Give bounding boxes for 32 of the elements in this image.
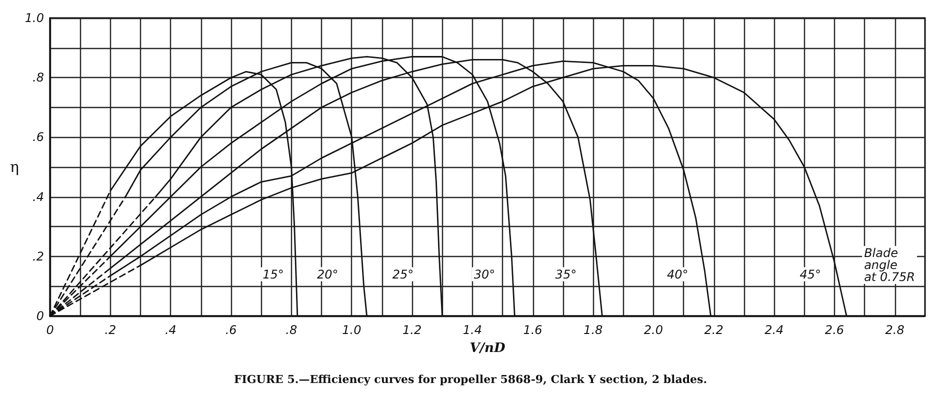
x-tick-label: 2.4 — [764, 323, 784, 337]
x-tick-label: 1.0 — [342, 323, 362, 337]
y-tick-label: .6 — [32, 130, 44, 144]
annotation: 20° — [316, 267, 338, 282]
annotation: Blade angle at 0.75R — [864, 246, 916, 284]
annotation: 30° — [474, 267, 496, 282]
annotation: 35° — [555, 267, 577, 282]
y-tick-label: 0 — [36, 309, 44, 323]
x-tick-label: .6 — [225, 323, 238, 337]
y-tick-label: .4 — [32, 190, 44, 204]
x-tick-label: .2 — [104, 323, 116, 337]
y-tick-label: 1.0 — [24, 11, 44, 25]
caption: FIGURE 5.—Efficiency curves for propeller 5868-9, Clark Y section, 2 blades. — [234, 373, 708, 386]
x-tick-label: 1.2 — [402, 323, 422, 337]
annotation: 45° — [800, 267, 821, 282]
x-tick-label: 1.6 — [523, 323, 543, 337]
y-axis-title: η — [10, 158, 20, 176]
x-tick-label: 1.8 — [584, 323, 604, 337]
x-tick-label: 2.2 — [704, 323, 724, 337]
x-tick-label: 2.8 — [885, 323, 905, 337]
x-tick-label: 2.6 — [824, 323, 844, 337]
y-tick-label: .2 — [32, 249, 44, 264]
x-tick-label: .4 — [164, 323, 176, 337]
y-tick-label: .8 — [32, 70, 44, 85]
x-tick-label: 2.0 — [644, 323, 664, 337]
annotation: 40° — [666, 267, 688, 282]
x-tick-label: 0 — [46, 323, 54, 337]
annotation: 25° — [392, 267, 414, 282]
annotation: 15° — [262, 267, 284, 282]
x-tick-label: .8 — [286, 323, 298, 337]
x-axis-title: V/nD — [470, 341, 506, 356]
x-tick-label: 1.4 — [462, 323, 482, 337]
